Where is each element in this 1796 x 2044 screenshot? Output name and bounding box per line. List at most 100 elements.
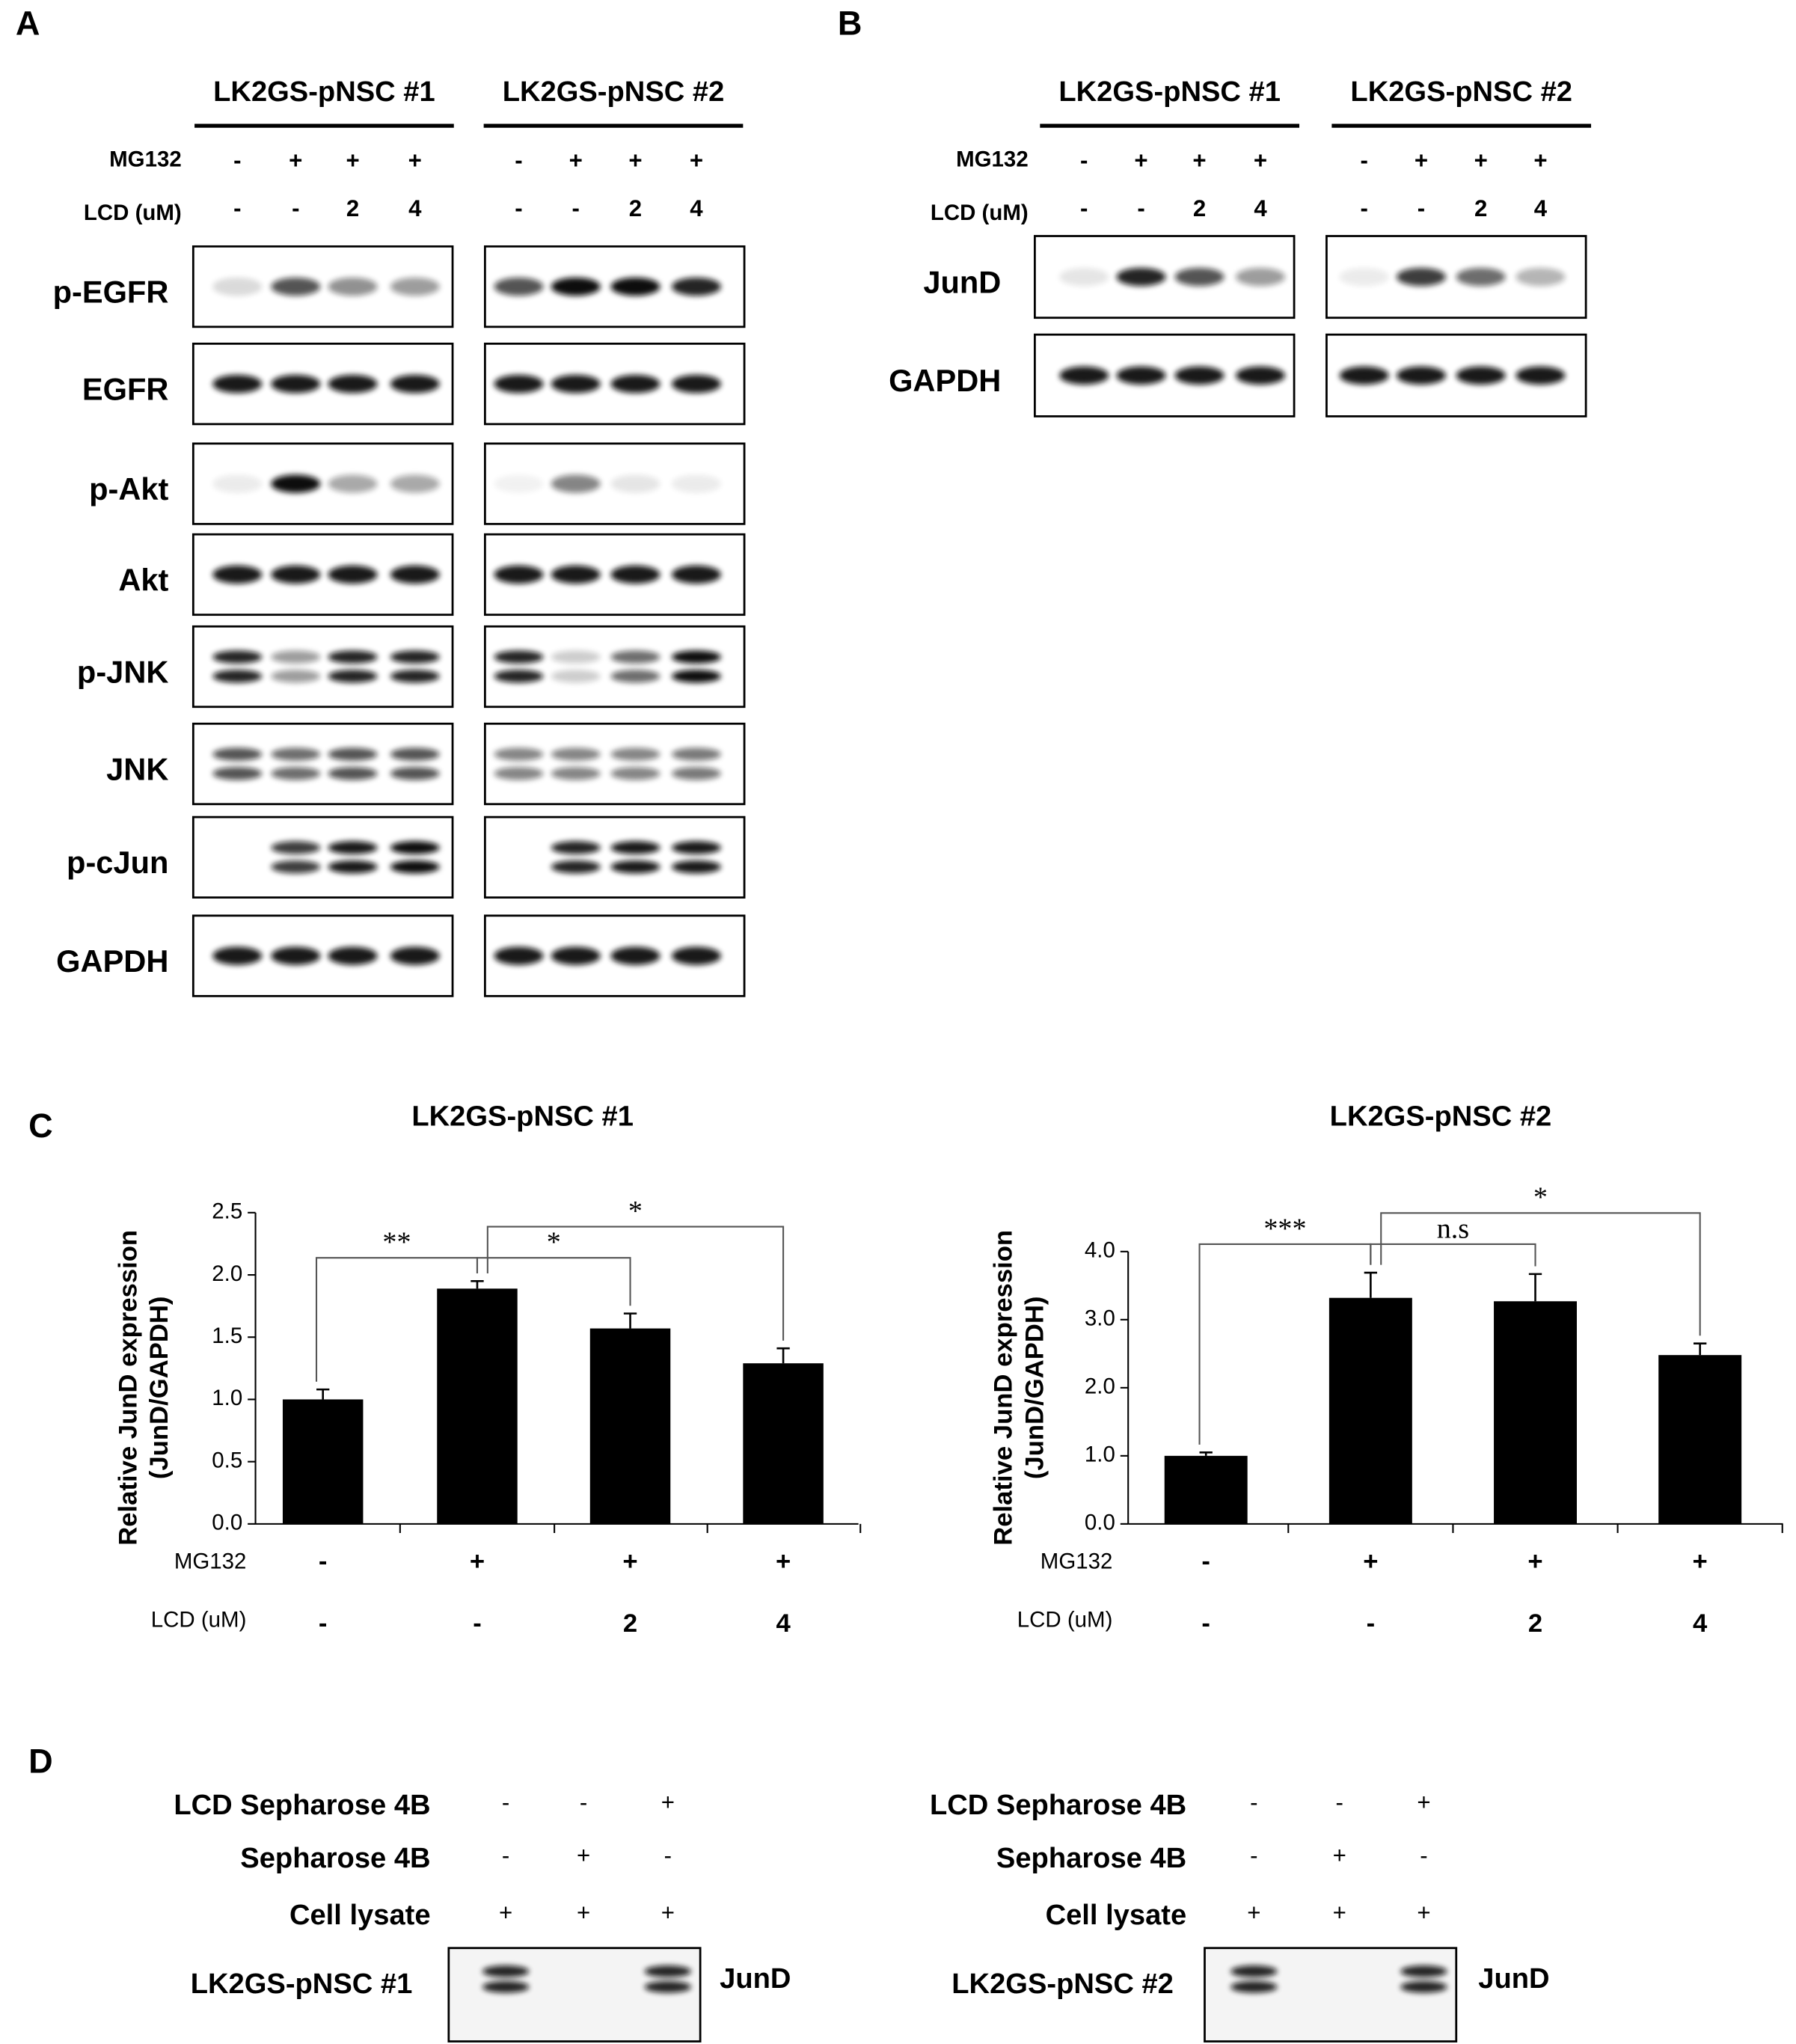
mg132-sign: +: [1363, 1547, 1378, 1576]
band: [551, 277, 601, 296]
band: [610, 670, 661, 683]
sample-label: LK2GS-pNSC #2: [951, 1968, 1174, 2000]
y-tick-label: 2.0: [1085, 1374, 1115, 1399]
band: [494, 474, 544, 493]
band: [212, 946, 263, 965]
sign: -: [664, 1843, 672, 1869]
mg132-sign: +: [1134, 147, 1147, 174]
significance-label: *: [1533, 1182, 1548, 1214]
y-tick-label: 0.5: [212, 1448, 242, 1472]
band: [328, 841, 378, 854]
band: [551, 946, 601, 965]
band: [1059, 366, 1109, 385]
mg132-sign: -: [1080, 147, 1088, 174]
band: [1116, 267, 1166, 287]
band: [328, 650, 378, 664]
group-title: LK2GS-pNSC #2: [503, 76, 725, 108]
band: [1397, 267, 1446, 287]
band: [672, 650, 721, 664]
band: [328, 374, 378, 394]
band: [672, 670, 721, 683]
row-label: LCD Sepharose 4B: [930, 1789, 1186, 1821]
band: [328, 670, 378, 683]
band: [271, 650, 321, 664]
lcd-value: -: [473, 1609, 482, 1638]
significance-bracket: [476, 1257, 631, 1306]
blot: [483, 245, 746, 328]
band: [494, 374, 544, 394]
sign: -: [1250, 1790, 1257, 1816]
sign: -: [1420, 1843, 1427, 1869]
lcd-value: 4: [408, 195, 422, 221]
band: [551, 747, 601, 761]
band: [1515, 267, 1566, 287]
band: [1174, 267, 1225, 287]
band: [494, 767, 544, 780]
mg132-sign: +: [1192, 147, 1206, 174]
y-tick-label: 2.0: [212, 1261, 242, 1286]
band: [212, 747, 263, 761]
y-tick-label: 3.0: [1085, 1306, 1115, 1331]
band: [610, 841, 661, 854]
sign: +: [661, 1900, 675, 1926]
band: [672, 565, 721, 584]
lcd-value: -: [1418, 195, 1425, 221]
bar: [589, 1328, 671, 1524]
band: [390, 277, 440, 296]
sign: -: [502, 1790, 509, 1816]
band: [494, 946, 544, 965]
significance-label: *: [628, 1196, 643, 1227]
lcd-value: -: [319, 1609, 328, 1638]
lcd-value: -: [1367, 1609, 1376, 1638]
group-title: LK2GS-pNSC #1: [213, 76, 435, 108]
band: [610, 565, 661, 584]
sign: +: [1333, 1843, 1346, 1869]
band: [610, 650, 661, 664]
protein-label: GAPDH: [56, 943, 168, 979]
protein-label: p-EGFR: [53, 274, 169, 309]
band: [644, 1980, 692, 1993]
band: [494, 650, 544, 664]
mg132-sign: +: [289, 147, 302, 174]
y-tick-label: 0.0: [212, 1511, 242, 1535]
protein-label: JNK: [106, 751, 168, 786]
significance-label: *: [547, 1227, 561, 1258]
band: [1456, 366, 1506, 385]
band: [1515, 366, 1566, 385]
bar: [1494, 1301, 1577, 1524]
band: [610, 946, 661, 965]
row-label: MG132: [1040, 1549, 1113, 1574]
mg132-sign: +: [470, 1547, 485, 1576]
bar: [437, 1288, 518, 1524]
band: [271, 747, 321, 761]
band: [494, 670, 544, 683]
lcd-value: 4: [690, 195, 703, 221]
band: [271, 946, 321, 965]
row-label: LCD (uM): [151, 1608, 247, 1633]
row-label: MG132: [956, 147, 1029, 172]
blot: [191, 816, 454, 899]
blot-frame: [447, 1947, 702, 2043]
band: [390, 374, 440, 394]
band: [482, 1980, 530, 1993]
mg132-sign: +: [628, 147, 642, 174]
y-axis-label-line: Relative JunD expression: [114, 1230, 143, 1546]
band: [551, 474, 601, 493]
band: [328, 946, 378, 965]
row-label: LCD Sepharose 4B: [174, 1789, 430, 1821]
mg132-sign: -: [515, 147, 522, 174]
blot-frame: [483, 722, 746, 806]
band-label: JunD: [1478, 1962, 1549, 1995]
significance-label: n.s: [1437, 1213, 1469, 1244]
blot: [1033, 333, 1296, 417]
sign: -: [580, 1790, 587, 1816]
sign: +: [661, 1790, 675, 1816]
band: [212, 277, 263, 296]
y-tick-label: 1.0: [1085, 1442, 1115, 1467]
panel-label: B: [838, 4, 862, 43]
protein-label: p-JNK: [77, 654, 168, 689]
sign: +: [577, 1843, 590, 1869]
row-label: Sepharose 4B: [240, 1842, 430, 1874]
significance-bracket: [1380, 1212, 1701, 1336]
